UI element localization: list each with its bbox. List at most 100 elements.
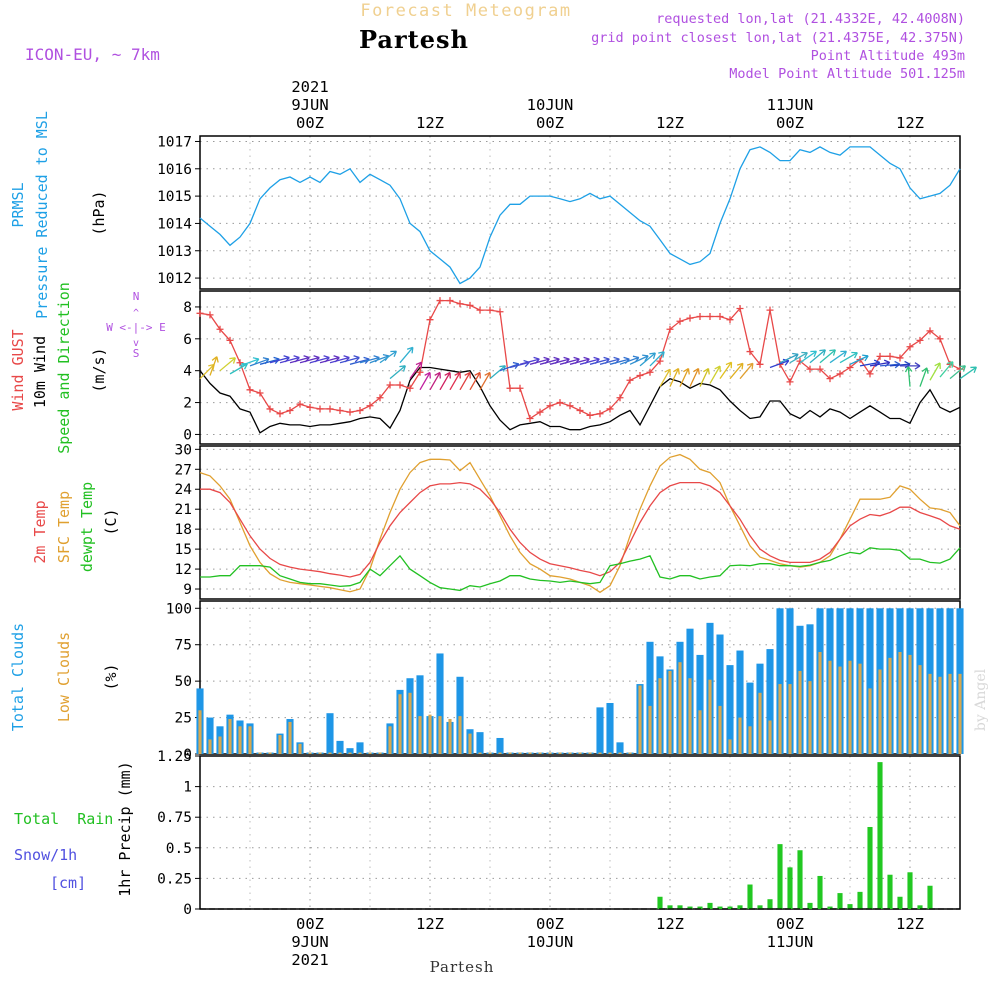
gust-line-marker [476, 306, 484, 314]
wind-arrow [819, 349, 836, 364]
gust-line-marker [756, 360, 764, 368]
low-cloud-bar [338, 752, 342, 754]
wind-arrow [699, 367, 710, 387]
wind-arrow-head [693, 367, 700, 375]
wind-arrow [829, 350, 847, 364]
wind-arrow [269, 355, 290, 364]
wind-arrow-shaft [489, 365, 506, 380]
total-cloud-bar [746, 682, 754, 754]
snow-unit-label: [cm] [50, 874, 86, 892]
clouds-ytick-label: 50 [175, 674, 192, 690]
sfc-temp-label: SFC Temp [55, 491, 73, 563]
gust-line-marker [786, 378, 794, 386]
wind-arrow-shaft [779, 353, 799, 364]
wind-arrow-shaft [309, 356, 330, 364]
top-time-label: 9JUN [291, 96, 328, 114]
snow-label: Snow/1h [14, 846, 77, 864]
total-cloud-bar [416, 675, 424, 754]
low-cloud-bar [568, 752, 572, 754]
low-cloud-bar [868, 688, 872, 754]
low-cloud-bar [618, 752, 622, 754]
wind-arrow-head [454, 371, 461, 379]
total-cloud-bar [326, 713, 334, 754]
low-cloud-bar [498, 752, 502, 754]
precip-ytick-label: 1 [183, 780, 192, 796]
wind-arrow-shaft [819, 349, 836, 364]
gust-line-marker [436, 297, 444, 305]
total-cloud-bar [456, 676, 464, 754]
wind-arrow [879, 360, 901, 369]
rain-bar [807, 902, 813, 909]
low-cloud-bar [538, 752, 542, 754]
wind-arrow-shaft [549, 358, 570, 365]
wind-arrow-shaft [389, 365, 406, 380]
low-cloud-bar [728, 739, 732, 754]
wind-arrow-shaft [569, 358, 590, 365]
low-cloud-bar [738, 717, 742, 754]
wind-arrow [219, 357, 236, 372]
low-cloud-bar [468, 733, 472, 754]
wind-arrow-head [934, 362, 941, 369]
total-cloud-bar [336, 740, 344, 754]
wind-arrow-shaft [199, 364, 215, 380]
wind-arrow [904, 366, 913, 387]
low-cloud-bar [908, 654, 912, 754]
low-cloud-bar [388, 726, 392, 754]
low-cloud-bar [838, 666, 842, 754]
gust-line-marker [236, 359, 244, 367]
wind-arrow-head [683, 367, 690, 375]
wind-arrow [509, 359, 530, 369]
wind-arrow-shaft [619, 356, 640, 365]
pressure-unit-label: (hPa) [90, 190, 108, 235]
rain-bar [907, 872, 913, 909]
top-time-label: 00Z [536, 114, 564, 132]
pressure-ytick-label: 1015 [157, 189, 192, 205]
total-cloud-bar [726, 665, 734, 754]
gust-line-marker [836, 370, 844, 378]
top-time-label: 2021 [291, 78, 328, 96]
top-time-label: 10JUN [527, 96, 574, 114]
wind-arrow-shaft [949, 365, 966, 380]
low-cloud-bar [228, 719, 232, 754]
gust-line-marker [706, 313, 714, 320]
gust-line-marker [526, 415, 534, 422]
wind-arrow-head [970, 366, 977, 373]
gust-line-marker [936, 335, 944, 343]
wind-arrow [729, 362, 744, 380]
wind-arrow-head [725, 361, 733, 369]
wind-arrow-head [736, 362, 744, 370]
rain-bar [867, 826, 873, 909]
low-cloud-bar [778, 684, 782, 754]
rain-bar [677, 905, 683, 909]
wind-arrow-shaft [659, 368, 671, 387]
wind-arrow-shaft [319, 356, 340, 364]
rain-bar [897, 896, 903, 909]
gust-line-marker [866, 370, 874, 378]
wind-arrow-shaft [649, 351, 665, 367]
gust-line-marker [466, 301, 474, 309]
gust-line-marker [906, 343, 914, 351]
temp-ytick-label: 9 [183, 582, 192, 598]
gust-line-marker [296, 400, 304, 408]
low-cloud-bar [798, 670, 802, 754]
wind-arrow-shaft [679, 368, 690, 387]
clouds-ytick-label: 25 [175, 711, 192, 727]
low-cloud-bar [878, 669, 882, 754]
gust-line-marker [266, 405, 274, 413]
gust-line-marker [246, 386, 254, 394]
precip-frame [199, 755, 961, 910]
wind-ytick-label: 4 [183, 364, 192, 380]
wind-arrow-head [415, 361, 423, 369]
wind-arrow-shaft [669, 368, 680, 387]
top-time-label: 11JUN [767, 96, 814, 114]
low-cloud-bar [598, 752, 602, 754]
wind-arrow-shaft [299, 356, 320, 364]
wind-arrow-shaft [859, 361, 880, 367]
wind-arrow-shaft [369, 355, 390, 364]
total-cloud-bar [866, 608, 874, 754]
gust-line-marker [486, 306, 494, 314]
wind-arrow-shaft [519, 358, 540, 365]
wind-arrow-head [642, 354, 649, 362]
total-cloud-bar [206, 717, 214, 754]
wind-arrow-shaft [479, 372, 491, 391]
